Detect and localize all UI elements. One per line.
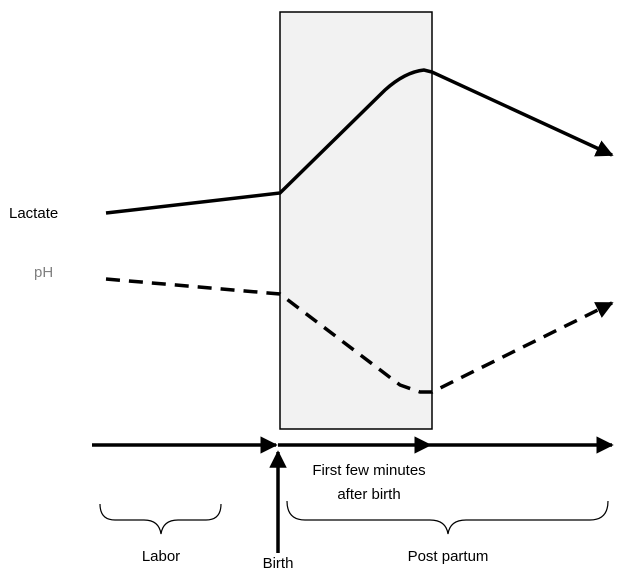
ph-label: pH	[34, 264, 53, 281]
ph-curve	[105, 277, 614, 394]
post-partum-label: Post partum	[408, 548, 489, 565]
lactate-label: Lactate	[9, 205, 58, 222]
window-caption-line1: First few minutes	[312, 462, 425, 479]
lactate-curve	[105, 68, 614, 215]
labor-label: Labor	[142, 548, 180, 565]
birth-label: Birth	[263, 555, 294, 570]
first-minutes-window	[279, 11, 433, 430]
post-partum-brace	[286, 500, 609, 535]
window-caption-line2: after birth	[337, 486, 400, 503]
labor-brace	[99, 503, 222, 535]
